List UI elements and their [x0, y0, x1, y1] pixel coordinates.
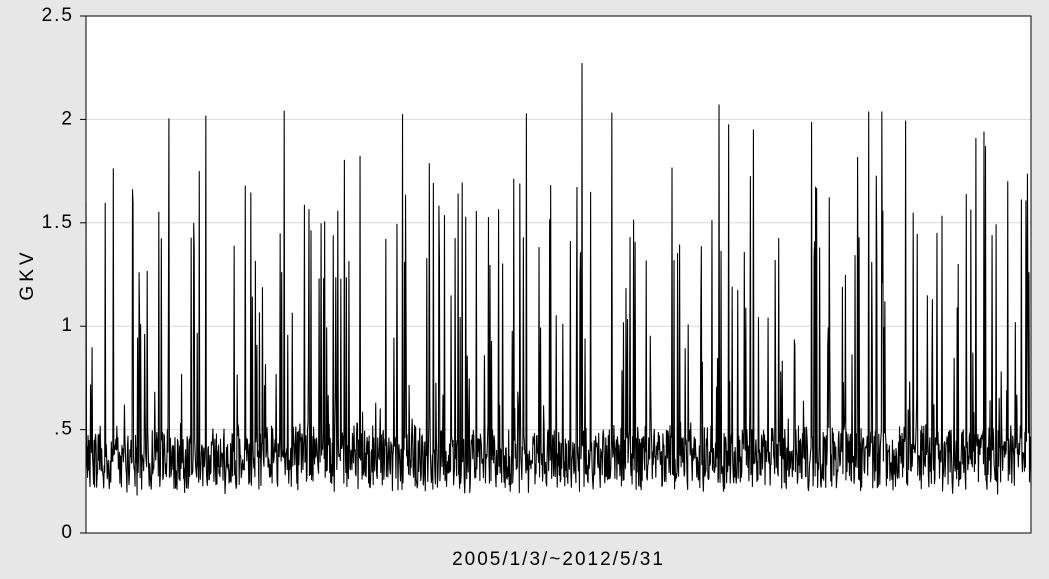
- x-axis-label: 2005/1/3/~2012/5/31: [452, 549, 665, 570]
- ytick-label: 2: [61, 108, 74, 129]
- chart-container: 0 .5 1 1.5 2 2.5 GKV 2005/1/3/~2012/5/31: [0, 0, 1049, 579]
- y-axis-label: GKV: [17, 248, 38, 300]
- ytick-label: 1.5: [42, 212, 74, 233]
- chart-svg: 0 .5 1 1.5 2 2.5 GKV 2005/1/3/~2012/5/31: [0, 0, 1049, 579]
- ytick-label: .5: [54, 419, 74, 440]
- ytick-label: 1: [61, 315, 74, 336]
- ytick-label: 0: [61, 522, 74, 543]
- ytick-label: 2.5: [42, 5, 74, 26]
